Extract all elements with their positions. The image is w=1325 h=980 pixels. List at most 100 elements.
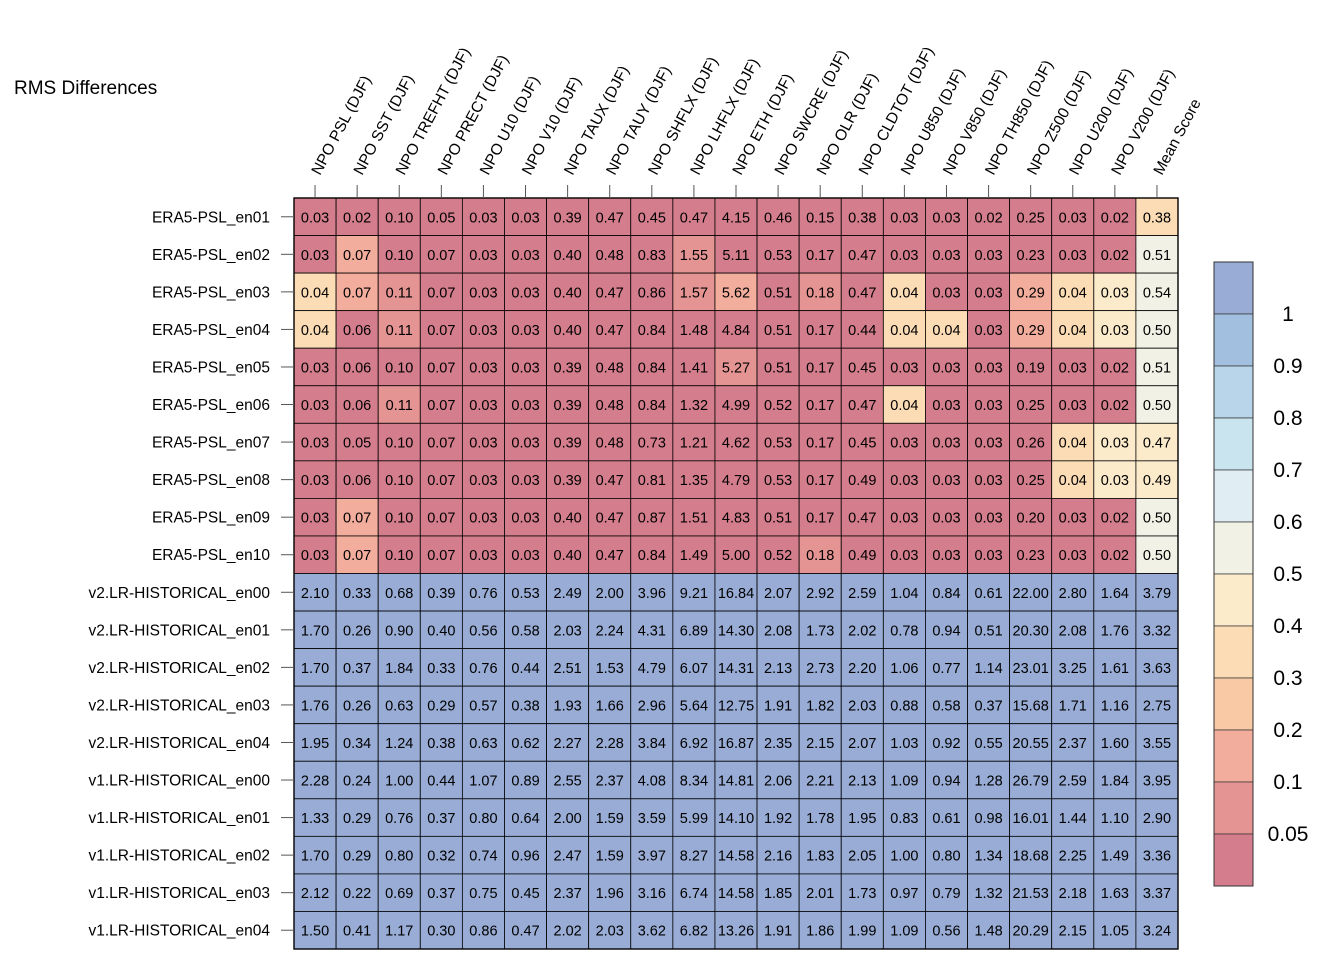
cell-value-label: 0.61 — [932, 811, 960, 827]
heatmap-cell — [377, 610, 421, 649]
heatmap-cell — [461, 835, 505, 875]
cell-value-label: 0.68 — [385, 586, 413, 602]
cell-value-label: 0.48 — [596, 436, 624, 452]
cell-value-label: 0.92 — [932, 736, 960, 752]
cell-value-label: 2.49 — [554, 586, 582, 602]
heatmap-cell — [925, 573, 968, 612]
heatmap-cell — [377, 835, 421, 875]
heatmap-cell — [714, 798, 758, 837]
row-label: v1.LR-HISTORICAL_en02 — [89, 848, 271, 865]
heatmap-cell — [588, 798, 632, 837]
cell-value-label: 0.39 — [554, 360, 582, 376]
heatmap-cell — [1051, 535, 1095, 574]
heatmap-cell — [377, 385, 421, 424]
cell-value-label: 0.51 — [764, 360, 792, 376]
cell-value-label: 1.73 — [848, 886, 876, 902]
heatmap-cell — [798, 911, 842, 950]
cell-value-label: 0.29 — [1017, 323, 1045, 339]
cell-value-label: 0.03 — [301, 511, 329, 527]
cell-value-label: 21.53 — [1013, 886, 1049, 902]
heatmap-cell — [335, 685, 379, 725]
cell-value-label: 0.03 — [974, 398, 1002, 414]
heatmap-cell — [1051, 272, 1095, 312]
cell-value-label: 1.96 — [596, 886, 624, 902]
heatmap-cell — [798, 385, 842, 424]
heatmap-cell — [630, 723, 674, 762]
cell-value-label: 4.15 — [722, 210, 750, 226]
heatmap-cell — [461, 798, 505, 837]
cell-value-label: 0.49 — [1143, 473, 1171, 489]
heatmap-cell — [1093, 197, 1137, 236]
cell-value-label: 1.49 — [1101, 849, 1129, 865]
cell-value-label: 2.27 — [554, 736, 582, 752]
cell-value-label: 2.12 — [301, 886, 329, 902]
heatmap-cell — [756, 310, 800, 349]
heatmap-cell — [925, 422, 968, 462]
cell-value-label: 5.11 — [722, 248, 749, 264]
heatmap-cell — [1051, 911, 1095, 950]
heatmap-cell — [419, 272, 463, 312]
cell-value-label: 20.29 — [1013, 924, 1049, 940]
colorbar-tick-label: 0.2 — [1273, 719, 1302, 742]
cell-value-label: 0.96 — [511, 849, 539, 865]
cell-value-label: 0.07 — [427, 248, 455, 264]
cell-value-label: 1.41 — [680, 360, 708, 376]
cell-value-label: 1.17 — [385, 924, 413, 940]
cell-value-label: 1.66 — [596, 698, 624, 714]
heatmap-cell — [461, 685, 505, 725]
cell-value-label: 0.03 — [974, 511, 1002, 527]
cell-value-label: 0.07 — [427, 360, 455, 376]
heatmap-cell — [588, 723, 632, 762]
cell-value-label: 0.03 — [890, 436, 918, 452]
cell-value-label: 1.91 — [764, 924, 792, 940]
heatmap-cell — [714, 385, 758, 424]
heatmap-cell — [504, 197, 547, 236]
row-label: v2.LR-HISTORICAL_en00 — [89, 585, 271, 602]
cell-value-label: 2.03 — [554, 623, 582, 639]
cell-value-label: 0.25 — [1017, 210, 1045, 226]
cell-value-label: 0.04 — [932, 323, 960, 339]
heatmap-cell — [882, 385, 926, 424]
heatmap-cell — [714, 648, 758, 687]
heatmap-cell — [882, 573, 926, 612]
cell-value-label: 1.28 — [974, 774, 1002, 790]
cell-value-label: 0.03 — [974, 285, 1002, 301]
cell-value-label: 0.03 — [1101, 473, 1129, 489]
cell-value-label: 0.84 — [932, 586, 960, 602]
cell-value-label: 1.05 — [1101, 924, 1129, 940]
cell-value-label: 0.17 — [806, 360, 834, 376]
cell-value-label: 0.03 — [932, 248, 960, 264]
cell-value-label: 1.70 — [301, 849, 329, 865]
cell-value-label: 0.40 — [554, 248, 582, 264]
heatmap-cell — [1135, 197, 1179, 236]
cell-value-label: 0.94 — [932, 623, 960, 639]
cell-value-label: 1.84 — [385, 661, 413, 677]
heatmap-cell — [1093, 310, 1137, 349]
cell-value-label: 5.00 — [722, 548, 750, 564]
cell-value-label: 14.81 — [718, 774, 754, 790]
cell-value-label: 0.22 — [343, 886, 371, 902]
heatmap-cell — [335, 422, 379, 462]
column-label: NPO TREFHT (DJF) — [393, 45, 474, 178]
cell-value-label: 0.51 — [974, 623, 1002, 639]
cell-value-label: 4.08 — [638, 774, 666, 790]
heatmap-cell — [714, 835, 758, 875]
heatmap-cell — [798, 347, 842, 387]
heatmap-cell — [714, 347, 758, 387]
heatmap-cell — [504, 648, 547, 687]
heatmap-cell — [419, 310, 463, 349]
cell-value-label: 1.70 — [301, 623, 329, 639]
heatmap-cell — [925, 723, 968, 762]
cell-value-label: 1.78 — [806, 811, 834, 827]
cell-value-label: 0.07 — [343, 248, 371, 264]
cell-value-label: 0.40 — [427, 623, 455, 639]
cell-value-label: 0.03 — [511, 210, 539, 226]
cell-value-label: 0.29 — [343, 849, 371, 865]
heatmap-cell — [672, 460, 716, 499]
cell-value-label: 3.36 — [1143, 849, 1171, 865]
heatmap-cell — [925, 798, 968, 837]
cell-value-label: 1.73 — [806, 623, 834, 639]
cell-value-label: 0.38 — [427, 736, 455, 752]
heatmap-cell — [335, 911, 379, 950]
cell-value-label: 0.39 — [427, 586, 455, 602]
